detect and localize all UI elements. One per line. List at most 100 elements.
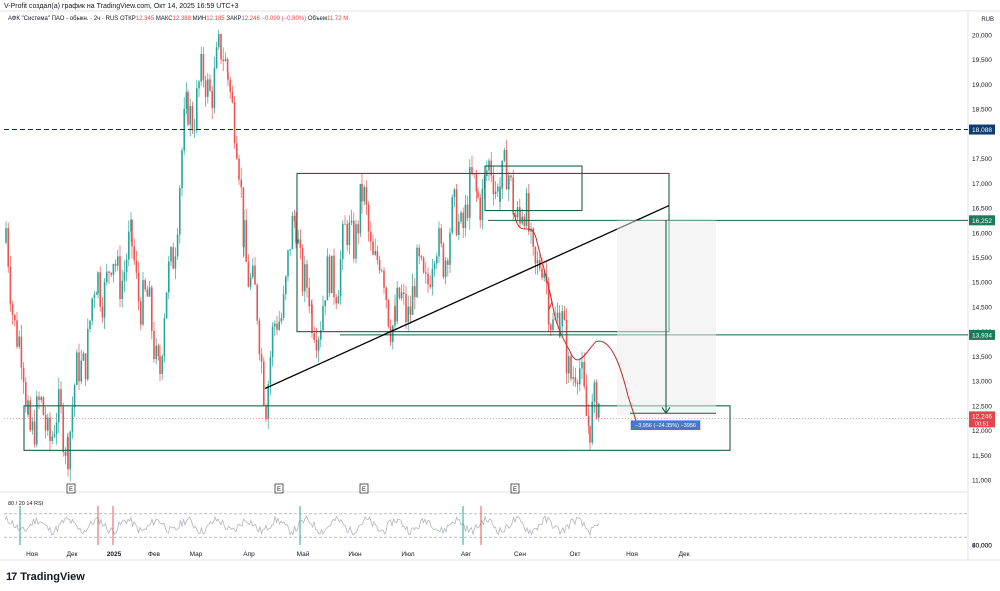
candle-body — [510, 175, 512, 178]
candle-body — [492, 175, 495, 195]
candle-body — [501, 160, 503, 189]
price-level-label: 13,934 — [972, 332, 992, 339]
candle-body — [137, 272, 140, 302]
candle-body — [466, 204, 469, 218]
candle-body — [80, 360, 82, 382]
candle-body — [440, 228, 442, 244]
y-tick-label: 17,000 — [972, 181, 992, 188]
candle-body — [353, 220, 355, 259]
candle-body — [263, 361, 265, 406]
x-tick-label: Ноя — [626, 551, 638, 558]
candle-body — [442, 243, 445, 278]
y-tick-label: 15,500 — [972, 255, 992, 262]
legend-high-value: 12.388 — [172, 16, 191, 22]
candle-body — [267, 384, 269, 420]
candle-body — [425, 272, 427, 274]
candle-body — [165, 292, 168, 319]
candle-body — [593, 382, 596, 402]
candle-body — [84, 353, 87, 380]
candle-body — [547, 282, 550, 325]
candle-body — [565, 319, 568, 374]
y-tick-label: 15,000 — [972, 280, 992, 287]
candle-body — [460, 212, 462, 222]
earnings-marker-icon[interactable] — [510, 483, 520, 494]
candle-body — [278, 321, 280, 330]
candle-body — [405, 294, 407, 323]
rsi-title: 80 / 20 14 RSI — [8, 501, 44, 507]
candle-body — [82, 353, 85, 361]
candle-body — [123, 272, 126, 281]
earnings-marker-icon[interactable] — [359, 483, 369, 494]
candle-body — [140, 301, 142, 325]
candle-body — [89, 320, 91, 329]
legend-volume-label: Объем — [307, 16, 327, 22]
candle-body — [370, 231, 372, 242]
candle-body — [200, 53, 202, 82]
candle-body — [16, 320, 18, 347]
candle-body — [179, 188, 181, 235]
candle-body — [344, 223, 346, 225]
candle-body — [444, 260, 447, 278]
candle-body — [541, 268, 543, 278]
candle-body — [458, 221, 460, 235]
candle-body — [148, 287, 151, 297]
candle-body — [196, 88, 198, 130]
candle-body — [222, 59, 224, 62]
candle-body — [252, 265, 254, 278]
ascending-trendline[interactable] — [264, 204, 670, 390]
candle-body — [363, 187, 365, 202]
candle-body — [276, 323, 278, 330]
candle-body — [229, 79, 231, 92]
rsi-y-tick-label: 40,000 — [972, 542, 992, 549]
candle-body — [315, 339, 318, 351]
candle-body — [14, 315, 16, 321]
candle-body — [87, 328, 89, 380]
candle-body — [579, 368, 581, 385]
candle-body — [378, 260, 381, 271]
forecast-path[interactable] — [513, 212, 637, 421]
earnings-marker-icon[interactable] — [66, 483, 76, 494]
candle-body — [60, 389, 62, 407]
candle-body — [568, 356, 570, 374]
y-tick-label: 20,000 — [972, 33, 992, 40]
candle-body — [106, 271, 108, 283]
candle-body — [121, 280, 123, 299]
last-price-label: 12,246 — [972, 413, 992, 420]
candle-body — [7, 228, 9, 267]
candle-body — [47, 417, 49, 431]
candle-body — [176, 234, 179, 257]
candle-body — [40, 397, 42, 400]
candle-body — [174, 256, 177, 269]
candle-body — [240, 179, 242, 188]
candle-body — [447, 260, 449, 265]
candle-body — [396, 287, 398, 322]
candle-body — [293, 215, 296, 222]
candle-body — [31, 421, 34, 431]
y-tick-label: 19,500 — [972, 57, 992, 64]
earnings-marker-label: E — [362, 487, 366, 493]
candle-body — [125, 259, 128, 273]
candle-body — [224, 59, 227, 62]
earnings-marker-icon[interactable] — [274, 483, 284, 494]
y-tick-label: 16,500 — [972, 206, 992, 213]
top-consolidation-box[interactable] — [484, 165, 583, 212]
candle-body — [131, 219, 133, 247]
candle-body — [62, 406, 64, 453]
candle-body — [191, 105, 194, 131]
candle-body — [572, 377, 574, 379]
y-tick-label: 13,000 — [972, 379, 992, 386]
support-zone-box[interactable] — [23, 405, 731, 451]
candle-body — [189, 105, 191, 125]
candle-body — [245, 220, 247, 262]
candle-body — [274, 323, 276, 327]
price-level-label-bg — [969, 215, 995, 226]
candle-body — [324, 300, 326, 307]
tradingview-brand[interactable]: 17 TradingView — [6, 571, 85, 583]
candle-body — [291, 215, 294, 250]
measure-label: −3,956 (−24.35%) −3956 — [635, 423, 696, 429]
candle-body — [361, 183, 363, 202]
candle-body — [170, 247, 172, 262]
candle-body — [157, 345, 160, 357]
candle-body — [514, 214, 517, 218]
